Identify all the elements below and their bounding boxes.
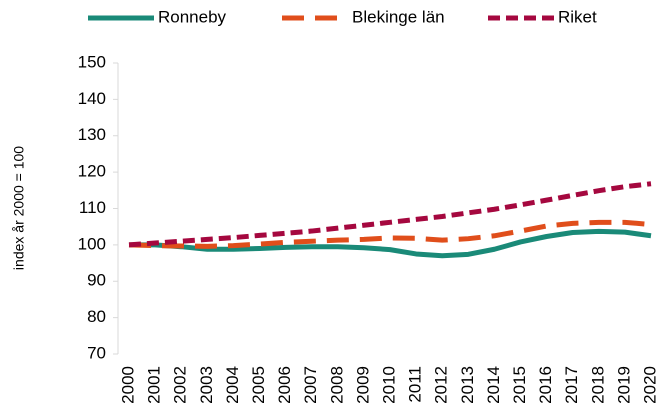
x-tick-label: 2011	[406, 366, 425, 403]
x-tick-label: 2009	[353, 366, 372, 404]
x-tick-label: 2003	[197, 366, 216, 404]
x-tick-label: 2004	[223, 366, 242, 404]
x-tick-label: 2000	[118, 366, 137, 404]
x-tick-label: 2013	[458, 366, 477, 404]
series-line	[128, 181, 652, 248]
series-line	[128, 219, 652, 249]
x-tick-label: 2005	[249, 366, 268, 404]
y-tick-label: 100	[78, 234, 106, 253]
x-tick-label: 2007	[301, 366, 320, 404]
y-tick-label: 90	[87, 271, 106, 290]
x-tick-label: 2020	[640, 366, 659, 404]
x-tick-label: 2016	[536, 366, 555, 404]
x-tick-label: 2019	[614, 366, 633, 404]
series-line	[129, 228, 652, 259]
x-tick-label: 2010	[379, 366, 398, 404]
x-tick-label: 2006	[275, 366, 294, 404]
legend-label: Ronneby	[158, 7, 227, 26]
y-tick-label: 130	[78, 125, 106, 144]
y-tick-label: 140	[78, 89, 106, 108]
x-tick-label: 2012	[432, 366, 451, 404]
legend-label: Blekinge län	[352, 7, 445, 26]
y-tick-label: 80	[87, 307, 106, 326]
x-tick-label: 2017	[562, 366, 581, 404]
y-tick-label: 150	[78, 52, 106, 71]
x-tick-label: 2015	[510, 366, 529, 404]
y-tick-label: 120	[78, 162, 106, 181]
y-axis-label: index år 2000 = 100	[11, 146, 27, 270]
y-tick-label: 110	[79, 198, 106, 217]
x-tick-label: 2008	[327, 366, 346, 404]
y-tick-label: 70	[87, 343, 106, 362]
x-tick-label: 2002	[171, 366, 190, 404]
x-tick-label: 2018	[588, 366, 607, 404]
x-tick-label: 2014	[484, 366, 503, 404]
x-tick-label: 2001	[145, 366, 164, 404]
legend-label: Riket	[558, 7, 597, 26]
